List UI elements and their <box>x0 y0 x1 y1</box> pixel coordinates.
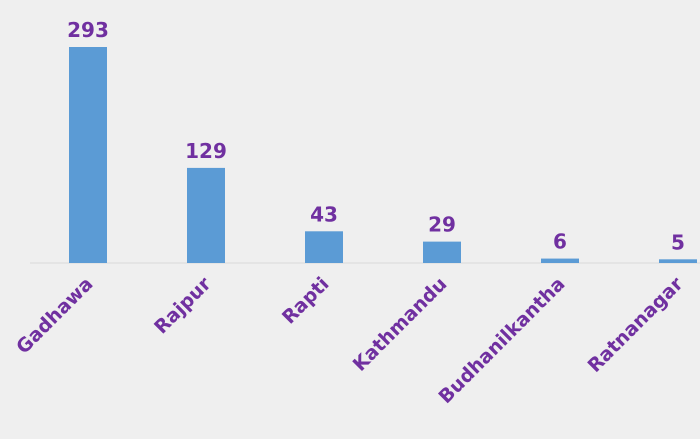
value-label-gadhawa: 293 <box>67 18 109 42</box>
category-label-gadhawa: Gadhawa <box>12 273 97 358</box>
value-label-ratnanagar: 5 <box>671 230 685 254</box>
value-label-rajpur: 129 <box>185 139 227 163</box>
bar-budhanilkantha <box>541 258 579 263</box>
value-label-rapti: 43 <box>310 202 338 226</box>
category-label-ratnanagar: Ratnanagar <box>584 273 688 377</box>
bar-gadhawa <box>69 47 107 263</box>
bars-group <box>69 47 697 263</box>
bar-rajpur <box>187 167 225 263</box>
category-labels-group: Gadhawa Rajpur Rapti KathmanduBudhanilkanth… <box>12 273 688 408</box>
bar-kathmandu <box>423 241 461 263</box>
value-labels-group: 293 129 43 29 6 5 <box>67 18 685 254</box>
category-label-kathmandu: Kathmandu <box>349 273 452 376</box>
bar-rapti <box>305 231 343 263</box>
category-label-budhanilkantha: Budhanilkantha <box>435 273 570 408</box>
category-label-rapti: Rapti <box>278 273 334 329</box>
category-label-rajpur: Rajpur <box>150 273 216 339</box>
value-label-budhanilkantha: 6 <box>553 230 567 254</box>
bar-ratnanagar <box>659 259 697 263</box>
value-label-kathmandu: 29 <box>428 213 456 237</box>
